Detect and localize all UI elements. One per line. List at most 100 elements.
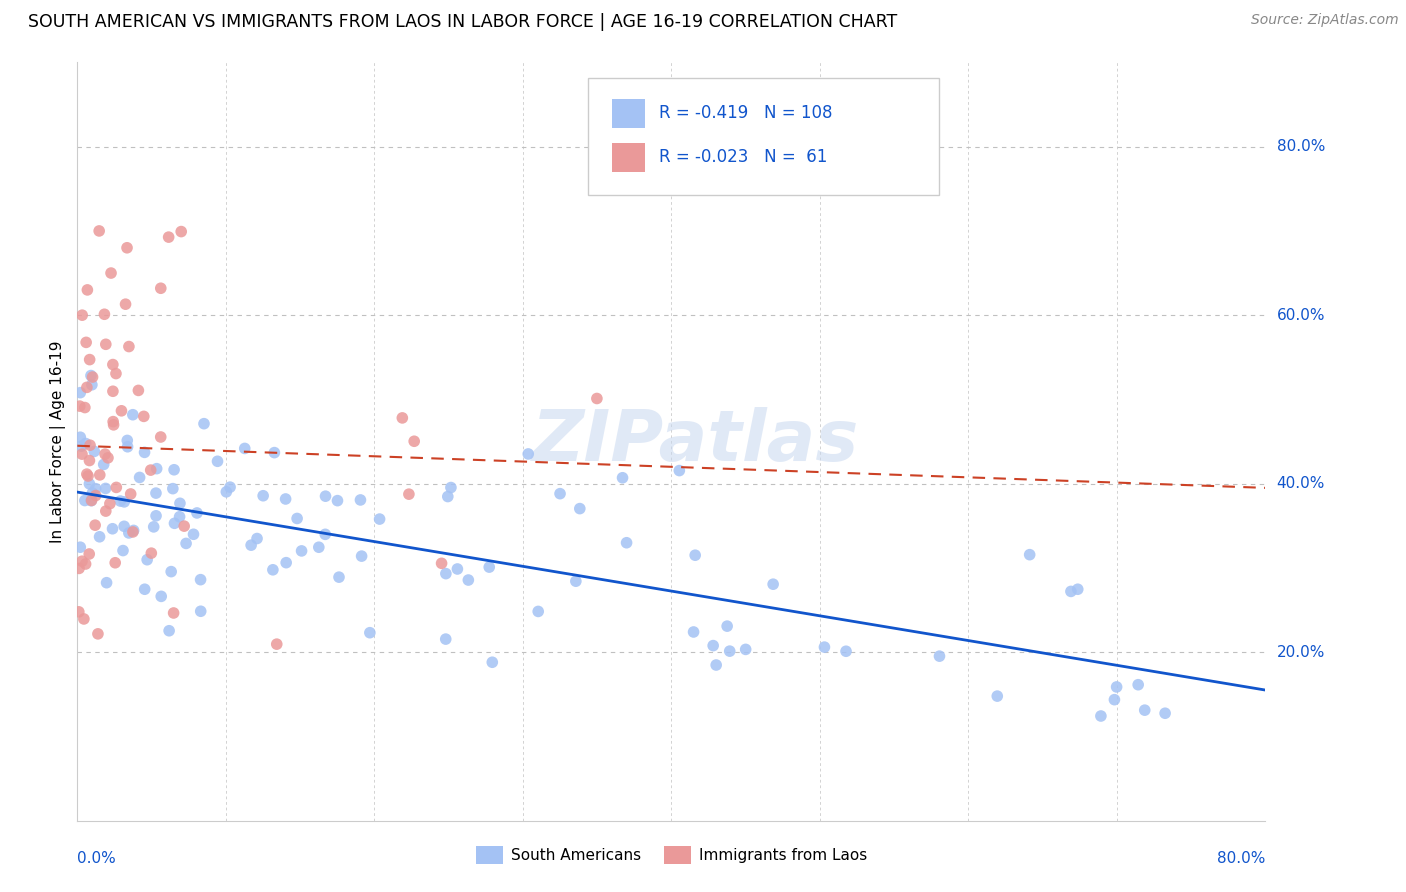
Point: [612, 471, 634, 485]
Point: [101, 415, 124, 429]
Point: [169, 496, 191, 510]
Point: [89, 530, 111, 544]
Point: [117, 440, 139, 454]
Point: [586, 392, 609, 406]
Point: [160, 565, 183, 579]
Point: [169, 509, 191, 524]
Point: [82, 370, 104, 384]
Point: [75, 335, 97, 350]
Point: [349, 492, 371, 507]
Point: [80, 493, 103, 508]
Point: [1128, 678, 1150, 692]
Text: Source: ZipAtlas.com: Source: ZipAtlas.com: [1251, 13, 1399, 28]
Point: [93, 307, 115, 321]
Point: [326, 493, 349, 508]
Point: [263, 445, 285, 459]
Bar: [612, 143, 645, 171]
Point: [67, 605, 90, 619]
Point: [75, 557, 97, 571]
Point: [162, 482, 184, 496]
Point: [548, 486, 571, 500]
Point: [112, 519, 135, 533]
Point: [440, 481, 463, 495]
Point: [1154, 706, 1177, 721]
Point: [193, 417, 215, 431]
Text: 80.0%: 80.0%: [1277, 139, 1324, 154]
Point: [89, 224, 111, 238]
Point: [94, 337, 117, 351]
Point: [149, 281, 172, 295]
Point: [170, 225, 193, 239]
Point: [434, 566, 457, 581]
Point: [114, 297, 136, 311]
Point: [80, 377, 103, 392]
Point: [157, 624, 180, 638]
Point: [77, 547, 100, 561]
Point: [290, 544, 312, 558]
Point: [127, 384, 149, 398]
Point: [446, 562, 468, 576]
Point: [104, 556, 127, 570]
Point: [683, 548, 706, 562]
Point: [163, 516, 186, 531]
Point: [163, 463, 186, 477]
Point: [100, 266, 122, 280]
Point: [93, 458, 115, 472]
Point: [928, 649, 950, 664]
Point: [1060, 584, 1083, 599]
Point: [80, 493, 103, 508]
Point: [79, 352, 101, 367]
Point: [430, 557, 453, 571]
Point: [186, 506, 208, 520]
Point: [77, 469, 100, 483]
Point: [89, 467, 111, 482]
Point: [103, 417, 125, 432]
Point: [359, 625, 381, 640]
Point: [157, 230, 180, 244]
Point: [115, 241, 138, 255]
Point: [568, 501, 591, 516]
Point: [262, 563, 284, 577]
Point: [481, 655, 503, 669]
Point: [101, 384, 124, 399]
Point: [76, 283, 98, 297]
Point: [246, 532, 269, 546]
Point: [668, 464, 690, 478]
Point: [76, 467, 98, 482]
Point: [87, 627, 110, 641]
Text: 40.0%: 40.0%: [1277, 476, 1324, 491]
Point: [315, 489, 337, 503]
Point: [190, 573, 212, 587]
Point: [734, 642, 756, 657]
Point: [101, 358, 124, 372]
Point: [97, 450, 120, 465]
Text: R = -0.419   N = 108: R = -0.419 N = 108: [659, 104, 832, 122]
Point: [98, 497, 121, 511]
Point: [122, 524, 145, 539]
Point: [308, 540, 330, 554]
Point: [69, 385, 91, 400]
Point: [162, 606, 184, 620]
Point: [70, 447, 93, 461]
Point: [285, 511, 308, 525]
Point: [986, 689, 1008, 703]
Point: [82, 486, 104, 500]
Text: SOUTH AMERICAN VS IMMIGRANTS FROM LAOS IN LABOR FORCE | AGE 16-19 CORRELATION CH: SOUTH AMERICAN VS IMMIGRANTS FROM LAOS I…: [28, 13, 897, 31]
Point: [96, 575, 118, 590]
Point: [69, 430, 91, 444]
Point: [70, 308, 93, 322]
Point: [517, 447, 540, 461]
Point: [1018, 548, 1040, 562]
Y-axis label: In Labor Force | Age 16-19: In Labor Force | Age 16-19: [51, 340, 66, 543]
Point: [84, 482, 107, 496]
Point: [219, 480, 242, 494]
Point: [73, 401, 96, 415]
Point: [276, 556, 298, 570]
Text: 80.0%: 80.0%: [1218, 851, 1265, 866]
Point: [478, 560, 501, 574]
Text: ZIPatlas: ZIPatlas: [531, 407, 859, 476]
Point: [94, 482, 117, 496]
Point: [1105, 680, 1128, 694]
Point: [457, 573, 479, 587]
Point: [110, 494, 132, 508]
